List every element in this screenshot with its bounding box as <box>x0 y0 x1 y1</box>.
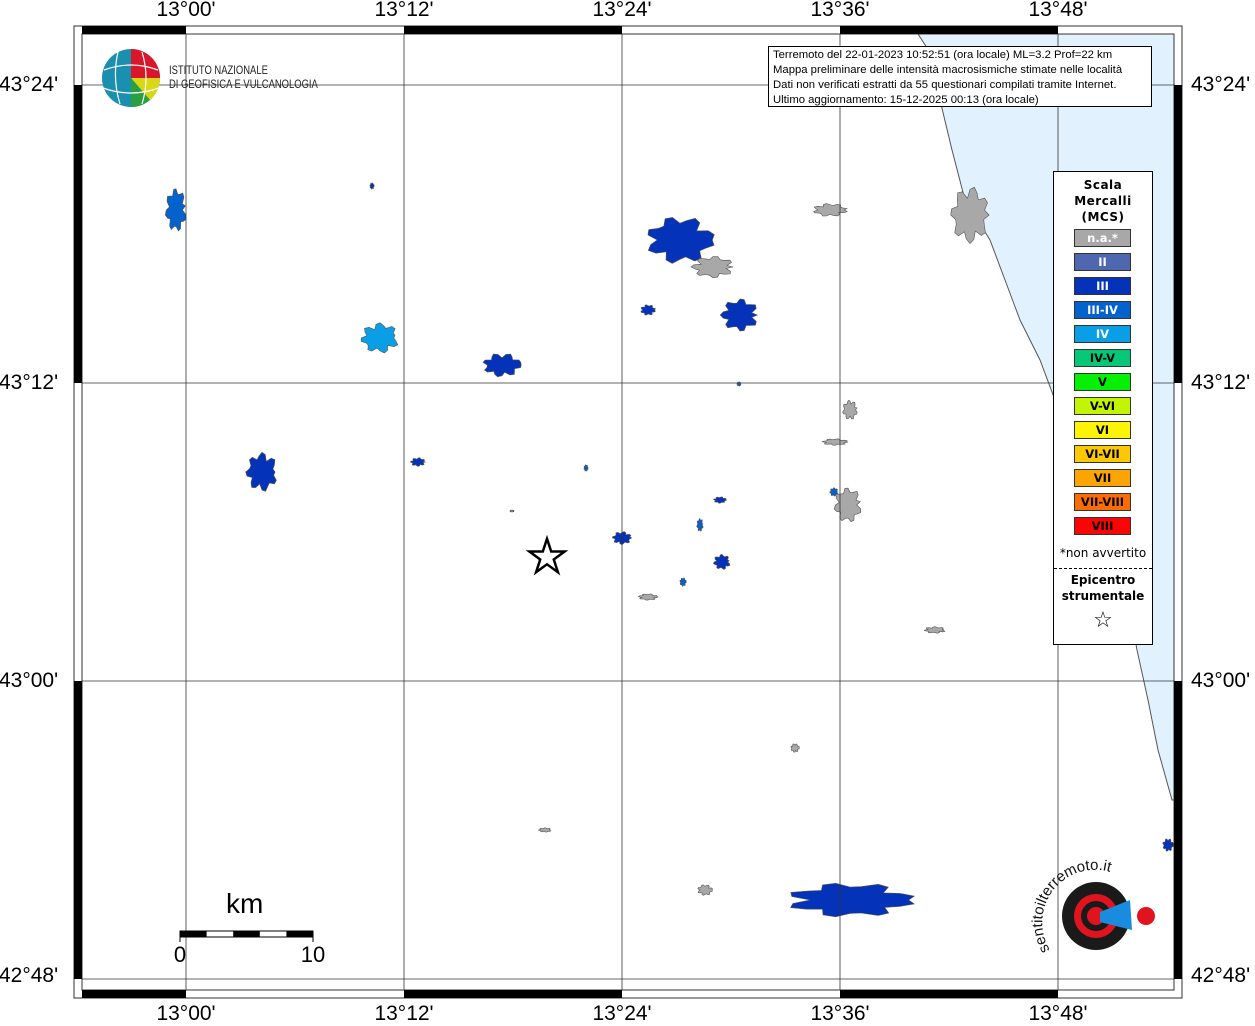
locality-area <box>696 518 704 532</box>
locality-area <box>833 487 862 523</box>
ingv-line2: DI GEOFISICA E VULCANOLOGIA <box>169 79 318 91</box>
locality-area <box>537 827 552 833</box>
mercalli-legend: Scala Mercalli (MCS) n.a.* II III III-IV IV I… <box>1053 171 1153 645</box>
locality-area <box>790 743 800 753</box>
locality-area <box>482 353 522 378</box>
info-line: Ultimo aggiornamento: 15-12-2025 00:13 (… <box>773 94 1039 106</box>
frame-segment <box>404 990 622 998</box>
map-frame <box>73 25 1183 999</box>
legend-swatch: V-VI <box>1074 397 1131 415</box>
locality-area <box>842 400 858 420</box>
longitude-label: 13°24' <box>592 1002 652 1025</box>
frame-segment <box>74 85 82 383</box>
ingv-logo-text: ISTITUTO NAZIONALE DI GEOFISICA E VULCAN… <box>169 64 318 92</box>
latitude-label: 43°00' <box>0 669 59 692</box>
locality-area <box>647 217 715 264</box>
ingv-logo <box>102 49 161 108</box>
locality-area <box>950 186 990 245</box>
locality-area <box>690 256 734 279</box>
legend-title-line: Scala <box>1083 178 1123 192</box>
legend-swatch: IV <box>1074 325 1131 343</box>
hsit-logo: sentitoilterremoto.it <box>1029 857 1155 956</box>
latitude-label: 43°24' <box>0 73 59 96</box>
legend-swatch: VI-VII <box>1074 445 1131 463</box>
locality-area <box>637 593 659 601</box>
legend-swatch: II <box>1074 253 1131 271</box>
locality-area <box>790 882 916 918</box>
locality-area <box>713 496 728 504</box>
frame-segment <box>82 990 186 998</box>
longitude-label: 13°48' <box>1028 1002 1088 1025</box>
legend-title: Scala Mercalli (MCS) <box>1054 177 1152 225</box>
legend-swatch: VIII <box>1074 517 1131 535</box>
legend-swatch: VII-VIII <box>1074 493 1131 511</box>
locality-area <box>713 554 731 570</box>
info-line: Mappa preliminare delle intensità macros… <box>773 64 1123 76</box>
legend-swatch: V <box>1074 373 1131 391</box>
frame-segment <box>840 990 1058 998</box>
ingv-line1: ISTITUTO NAZIONALE <box>169 65 268 77</box>
longitude-label: 13°12' <box>374 0 434 21</box>
locality-area <box>923 626 946 634</box>
locality-area <box>360 322 399 354</box>
frame-segment <box>404 26 622 34</box>
epicenter-label-line: strumentale <box>1061 589 1145 603</box>
info-line: Terremoto del 22-01-2023 10:52:51 (ora l… <box>773 49 1113 61</box>
longitude-label: 13°00' <box>156 0 216 21</box>
locality-area <box>719 298 759 332</box>
locality-area <box>409 457 427 467</box>
epicenter-label: Epicentro strumentale <box>1054 572 1152 604</box>
longitude-label: 13°00' <box>156 1002 216 1025</box>
scale-unit: km <box>226 888 264 919</box>
locality-area <box>369 182 375 190</box>
longitude-label: 13°12' <box>374 1002 434 1025</box>
scale-max-label: 10 <box>300 942 326 967</box>
longitude-label: 13°48' <box>1028 0 1088 21</box>
legend-swatch: n.a.* <box>1074 229 1131 247</box>
locality-area <box>1162 838 1174 852</box>
frame-segment <box>82 26 186 34</box>
legend-swatch: IV-V <box>1074 349 1131 367</box>
legend-title-line: Mercalli <box>1074 194 1132 208</box>
epicenter-star-icon: ★ <box>526 530 567 582</box>
info-line: Dati non verificati estratti da 55 quest… <box>773 79 1117 91</box>
earthquake-info-box: Terremoto del 22-01-2023 10:52:51 (ora l… <box>768 46 1152 107</box>
locality-area <box>164 188 187 232</box>
locality-area <box>813 203 848 217</box>
scale-min-label: 0 <box>173 942 187 967</box>
latitude-label: 42°48' <box>1191 964 1251 987</box>
longitude-label: 13°24' <box>592 0 652 21</box>
legend-note: *non avvertito <box>1059 546 1147 560</box>
locality-area <box>821 438 849 446</box>
locality-area <box>679 577 687 587</box>
legend-swatch: III <box>1074 277 1131 295</box>
locality-area <box>829 487 839 497</box>
legend-swatch: VI <box>1074 421 1131 439</box>
frame-segment <box>1174 681 1182 979</box>
legend-title-line: (MCS) <box>1081 210 1125 224</box>
latitude-label: 43°12' <box>0 371 59 394</box>
legend-divider <box>1054 568 1152 569</box>
latitude-label: 43°00' <box>1191 669 1251 692</box>
legend-swatch: VII <box>1074 469 1131 487</box>
longitude-label: 13°36' <box>810 0 870 21</box>
latitude-label: 43°12' <box>1191 371 1251 394</box>
epicenter-label-line: Epicentro <box>1070 573 1136 587</box>
locality-area <box>697 884 713 896</box>
legend-swatch: III-IV <box>1074 301 1131 319</box>
frame-segment <box>74 681 82 979</box>
frame-segment <box>1174 85 1182 383</box>
longitude-label: 13°36' <box>810 1002 870 1025</box>
scale-bar <box>179 930 314 942</box>
locality-area <box>583 464 589 472</box>
locality-area <box>245 451 277 492</box>
locality-area <box>736 381 742 387</box>
star-icon: ☆ <box>1093 608 1113 633</box>
latitude-label: 42°48' <box>0 964 59 987</box>
locality-area <box>640 304 657 316</box>
frame-segment <box>840 26 1058 34</box>
latitude-label: 43°24' <box>1191 73 1251 96</box>
locality-area <box>509 509 516 513</box>
